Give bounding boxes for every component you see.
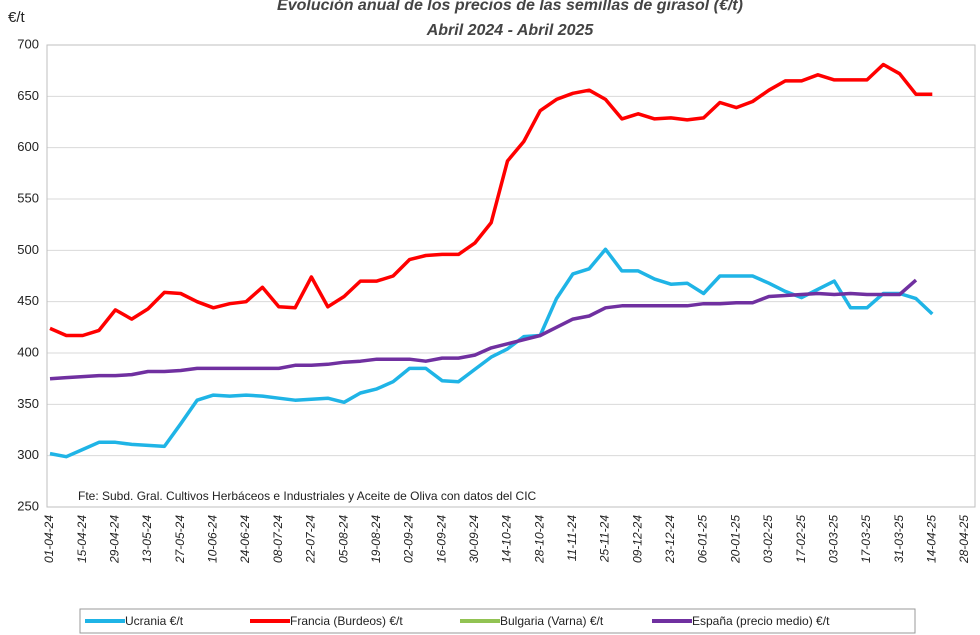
x-tick-label: 17-02-25 bbox=[794, 515, 808, 563]
x-tick-label: 01-04-24 bbox=[42, 515, 56, 563]
x-tick-label: 09-12-24 bbox=[630, 515, 644, 563]
y-tick-label: 700 bbox=[17, 36, 39, 51]
x-tick-label: 05-08-24 bbox=[336, 515, 350, 563]
x-tick-label: 19-08-24 bbox=[369, 515, 383, 563]
x-tick-label: 06-01-25 bbox=[696, 515, 710, 563]
y-tick-label: 600 bbox=[17, 139, 39, 154]
legend-label: Bulgaria (Varna) €/t bbox=[500, 614, 604, 628]
source-note: Fte: Subd. Gral. Cultivos Herbáceos e In… bbox=[78, 489, 537, 503]
series-line bbox=[49, 247, 934, 459]
x-tick-label: 14-04-25 bbox=[924, 515, 938, 563]
x-tick-label: 23-12-24 bbox=[663, 515, 677, 564]
plot-border bbox=[46, 44, 976, 508]
x-tick-label: 02-09-24 bbox=[402, 515, 416, 563]
x-tick-label: 24-06-24 bbox=[238, 515, 252, 564]
x-tick-label: 31-03-25 bbox=[892, 515, 906, 563]
y-tick-label: 450 bbox=[17, 293, 39, 308]
x-tick-label: 29-04-24 bbox=[108, 515, 122, 564]
y-tick-label: 300 bbox=[17, 447, 39, 462]
x-tick-label: 28-10-24 bbox=[532, 515, 546, 564]
x-tick-label: 30-09-24 bbox=[467, 515, 481, 563]
series-line bbox=[49, 278, 918, 381]
x-tick-label: 20-01-25 bbox=[728, 515, 742, 564]
legend-label: España (precio medio) €/t bbox=[692, 614, 830, 628]
x-tick-label: 03-02-25 bbox=[761, 515, 775, 563]
chart-subtitle: Abril 2024 - Abril 2025 bbox=[426, 22, 595, 39]
x-tick-label: 22-07-24 bbox=[304, 515, 318, 564]
y-tick-label: 400 bbox=[17, 344, 39, 359]
y-tick-label: 500 bbox=[17, 242, 39, 257]
y-tick-label: 350 bbox=[17, 396, 39, 411]
chart-title: Evolución anual de los precios de las se… bbox=[277, 0, 743, 14]
x-tick-label: 14-10-24 bbox=[500, 515, 514, 563]
x-tick-label: 25-11-24 bbox=[598, 515, 612, 563]
x-tick-label: 03-03-25 bbox=[826, 515, 840, 563]
x-tick-label: 10-06-24 bbox=[206, 515, 220, 563]
y-tick-label: 250 bbox=[17, 498, 39, 513]
x-tick-label: 13-05-24 bbox=[140, 515, 154, 563]
legend-label: Ucrania €/t bbox=[125, 614, 184, 628]
y-axis-label: €/t bbox=[8, 9, 26, 26]
x-tick-label: 27-05-24 bbox=[173, 515, 187, 564]
series-line bbox=[49, 62, 933, 338]
x-tick-label: 08-07-24 bbox=[271, 515, 285, 563]
x-tick-label: 28-04-25 bbox=[957, 515, 971, 564]
x-tick-label: 15-04-24 bbox=[75, 515, 89, 563]
legend-box bbox=[79, 608, 916, 634]
x-tick-label: 17-03-25 bbox=[859, 515, 873, 563]
y-tick-label: 650 bbox=[17, 88, 39, 103]
y-tick-label: 550 bbox=[17, 190, 39, 205]
x-tick-label: 16-09-24 bbox=[434, 515, 448, 563]
x-tick-label: 11-11-24 bbox=[565, 515, 579, 562]
legend-label: Francia (Burdeos) €/t bbox=[290, 614, 403, 628]
